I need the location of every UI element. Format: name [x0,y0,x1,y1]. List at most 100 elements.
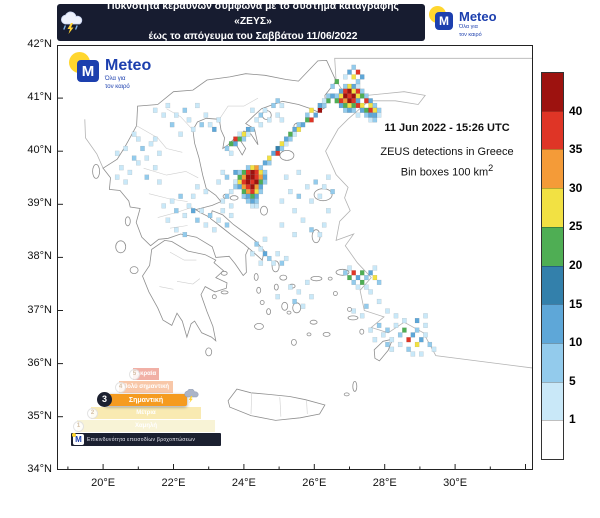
heat-cell [241,184,247,190]
heat-cell [296,126,302,132]
admin-border [166,108,194,131]
colorbar-tick-label: 10 [569,335,583,350]
heat-cell [305,117,310,123]
heat-cell [283,136,289,142]
heat-cell [288,136,293,142]
heat-cell [423,313,428,319]
heat-cell [351,308,356,314]
heat-cell [283,174,289,180]
heat-cell [279,222,285,228]
heat-cell [355,284,361,290]
heat-cell [275,294,280,300]
island [129,266,139,275]
meteo-tagline-2: τον καιρό [459,31,482,38]
heat-cell [364,112,369,118]
heat-cell [279,117,285,123]
island [306,332,312,337]
island [310,276,323,282]
heat-cell [254,189,259,195]
heat-cell [216,117,221,123]
heat-cell [157,179,162,185]
heat-cell [228,212,234,219]
heat-cell [355,93,361,99]
heat-cell [254,165,259,171]
heat-cell [372,117,378,123]
risk-level-number: 2 [87,408,98,419]
plot-frame [57,45,533,470]
risk-level-3: 3 Σημαντική [97,388,199,407]
heat-cell [250,174,255,180]
heat-cell [334,79,340,85]
risk-level-label: Σημαντική [128,396,164,404]
heat-cell [368,102,373,109]
heat-cell [216,217,221,223]
heat-cell [245,193,251,199]
risk-pyramid-footer: M Επικινδυνότητα επεισοδίων βροχοπτώσεων [71,433,221,446]
heat-cell [376,322,382,328]
heat-cell [419,337,424,343]
admin-border [169,251,197,261]
heat-cell [114,150,120,156]
heat-cell [292,131,297,137]
island [254,322,264,330]
meteo-name: Meteo [105,57,152,74]
heat-cell [359,88,365,94]
heat-cell [279,198,285,204]
y-tick-label: 38°N [27,250,52,263]
heat-cell [402,318,407,324]
heat-cell [355,83,361,89]
heat-cell [338,88,344,94]
heat-cell [385,341,390,348]
heat-cell [262,174,268,180]
heat-cell [330,93,335,99]
heat-cell [152,107,158,113]
heat-cell [326,98,331,104]
colorbar-segment [542,73,563,111]
heat-cell [169,198,175,204]
heat-cell [414,327,420,333]
heat-cell [414,341,420,348]
heat-cell [250,189,255,195]
storm-cloud-icon [57,11,87,35]
heat-cell [351,102,356,109]
heat-cell [245,165,251,171]
heat-cell [372,107,378,113]
island [256,286,262,294]
heat-cell [190,126,196,132]
heat-cell [250,184,255,190]
heat-cell [359,102,365,109]
heat-cell [355,102,361,109]
heat-cell [343,88,348,94]
heat-cell [207,122,213,128]
heat-cell [258,246,264,252]
heat-cell [174,227,179,233]
heat-cell [351,270,356,276]
island [281,301,289,311]
y-tick-label: 37°N [27,303,52,316]
title-banner: Πυκνότητα κεραυνών σύμφωνα με το σύστημα… [57,1,425,42]
heat-cell [321,222,327,228]
heat-cell [144,174,150,180]
heat-cell [228,189,234,195]
heat-cell [419,351,424,357]
island [290,338,297,346]
heat-cell [309,117,314,123]
heat-cell [262,251,268,257]
heat-cell [254,203,259,209]
heat-cell [207,212,213,219]
heat-cell [406,346,411,352]
island [260,205,268,216]
heat-cell [347,102,352,109]
heat-cell [174,208,179,214]
heat-cell [169,122,175,128]
heat-cell [347,83,352,89]
heat-cell [161,112,166,118]
heat-cell [351,74,356,80]
heat-cell [334,93,340,99]
heat-cell [355,79,361,85]
heat-cell [296,193,302,199]
heat-cell [359,93,365,99]
heat-cell [313,179,318,185]
heat-cell [241,131,247,137]
y-tick-label: 40°N [27,144,52,157]
